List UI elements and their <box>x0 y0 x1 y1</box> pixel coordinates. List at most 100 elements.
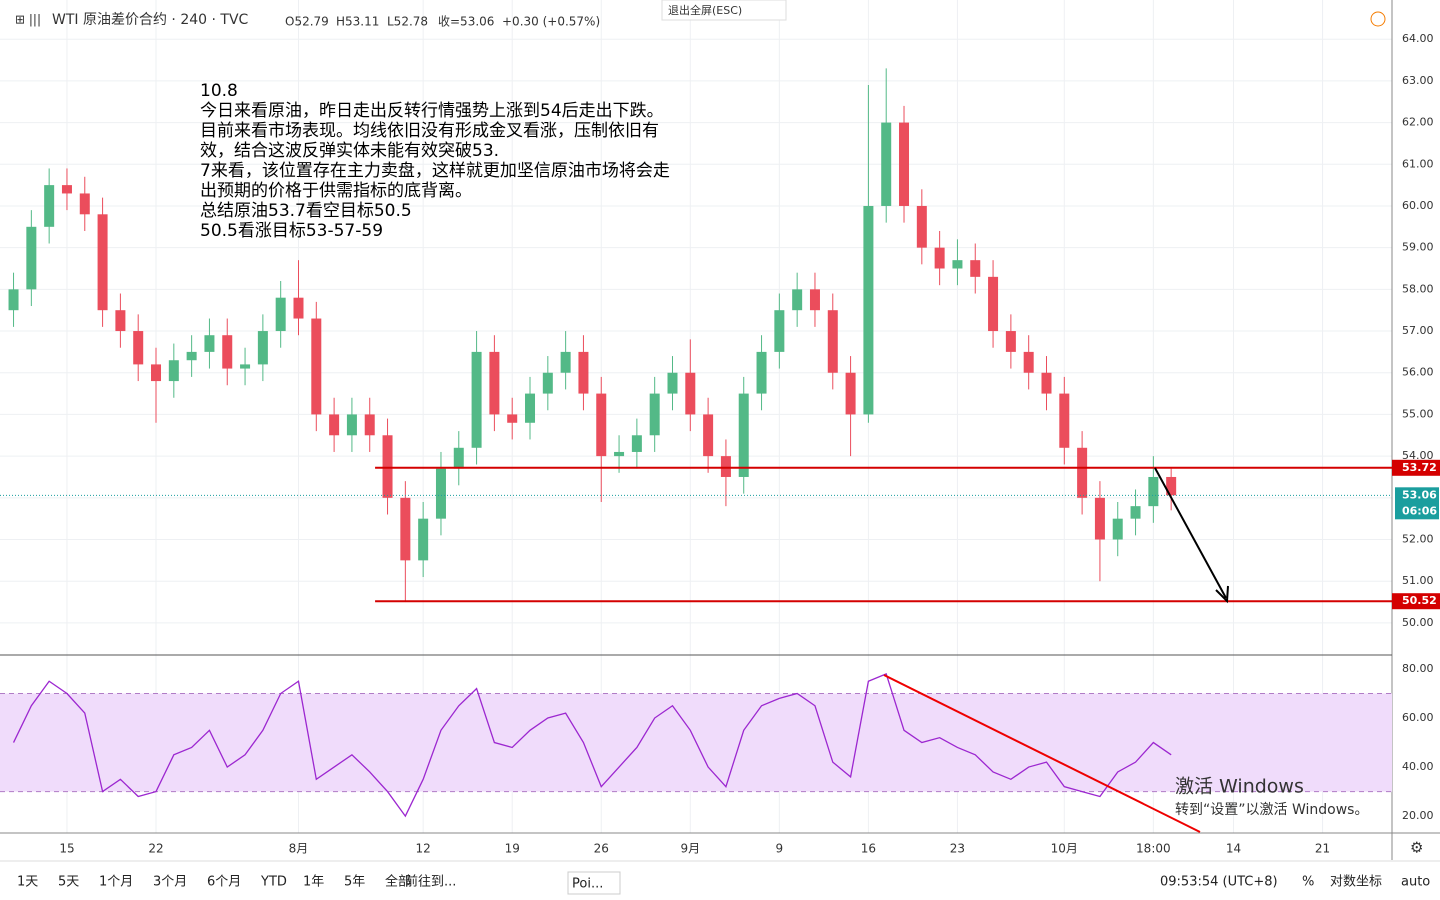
candle-body <box>8 289 19 311</box>
range-button[interactable]: 全部 <box>385 874 411 890</box>
range-button[interactable]: 1天 <box>17 875 38 890</box>
candle-body <box>578 351 589 394</box>
clock: 09:53:54 (UTC+8) <box>1160 875 1278 890</box>
y-tick-label: 57.00 <box>1402 324 1434 337</box>
goto[interactable]: 前往到... <box>405 874 456 890</box>
x-tick-label: 15 <box>59 842 74 856</box>
candle-body <box>382 435 393 498</box>
candle-body <box>809 289 820 311</box>
x-tick-label: 19 <box>505 842 520 856</box>
candle-body <box>61 185 72 194</box>
candle-body <box>400 497 411 561</box>
candle-body <box>596 393 607 457</box>
candle-body <box>115 310 126 332</box>
candle-body <box>364 414 375 436</box>
ohlc-close: 收=53.06 <box>438 15 494 29</box>
candle-body <box>1112 518 1123 540</box>
x-tick-label: 12 <box>416 842 431 856</box>
search[interactable]: Poi... <box>572 877 603 892</box>
x-tick-label: 21 <box>1315 842 1330 856</box>
candle-body <box>988 276 999 332</box>
watermark-title: 激活 Windows <box>1175 776 1304 798</box>
candle-body <box>1148 476 1159 507</box>
y-tick-label: 62.00 <box>1402 116 1434 129</box>
range-button[interactable]: YTD <box>260 875 287 890</box>
candle-body <box>222 335 233 369</box>
search-box[interactable] <box>567 871 621 895</box>
candle-body <box>1130 506 1141 519</box>
candle-body <box>26 226 37 290</box>
candle-body <box>489 351 500 415</box>
ohlc-low: L52.78 <box>387 15 428 29</box>
candle-body <box>863 205 874 415</box>
y-tick-label: 80.00 <box>1402 662 1434 675</box>
range-button[interactable]: 3个月 <box>153 875 187 890</box>
x-tick-label: 9月 <box>680 842 700 856</box>
candle-body <box>970 260 981 277</box>
y-tick-label: 61.00 <box>1402 157 1434 170</box>
candle-body <box>1005 331 1016 352</box>
y-tick-label: 63.00 <box>1402 74 1434 87</box>
settings-icon[interactable]: ⚙ <box>1410 839 1423 857</box>
candle-body <box>44 185 55 227</box>
symbol[interactable]: WTI 原油差价合约 · 240 · TVC <box>52 12 249 28</box>
ohlc-high: H53.11 <box>336 15 379 29</box>
annotation-line: 目前来看市场表现。均线依旧没有形成金叉看涨，压制依旧有 <box>200 121 659 141</box>
candle-body <box>240 364 251 369</box>
candle-body <box>204 335 215 352</box>
candle-body <box>435 468 446 519</box>
candle-body <box>79 193 90 215</box>
candle-body <box>881 122 892 206</box>
range-button[interactable]: 5年 <box>344 875 365 890</box>
level-tag <box>1392 593 1440 610</box>
annotation-line: 总结原油53.7看空目标50.5 <box>200 201 412 221</box>
watermark-subtitle: 转到“设置”以激活 Windows。 <box>1175 801 1368 818</box>
log-scale[interactable]: 对数坐标 <box>1330 875 1382 890</box>
y-tick-label: 51.00 <box>1402 574 1434 587</box>
annotation: 10.8今日来看原油，昨日走出反转行情强势上涨到54后走出下跌。目前来看市场表现… <box>200 81 670 241</box>
annotation-line: 今日来看原油，昨日走出反转行情强势上涨到54后走出下跌。 <box>200 101 664 121</box>
exit-fullscreen[interactable]: 退出全屏(ESC) <box>668 3 742 17</box>
candle-body <box>1094 497 1105 540</box>
candle-body <box>186 351 197 361</box>
last-price-label: 53.06 <box>1402 488 1437 501</box>
auto-scale[interactable]: auto <box>1401 875 1430 890</box>
x-tick-label: 26 <box>594 842 609 856</box>
candle-body <box>560 351 571 373</box>
percent[interactable]: % <box>1302 875 1314 890</box>
range-button[interactable]: 5天 <box>58 875 79 890</box>
candle-body <box>845 372 856 415</box>
y-tick-label: 40.00 <box>1402 760 1434 773</box>
y-tick-label: 56.00 <box>1402 366 1434 379</box>
candle-body <box>1041 372 1052 394</box>
annotation-line: 10.8 <box>200 81 238 101</box>
x-tick-label: 16 <box>861 842 876 856</box>
annotation-line: 出预期的价格于供需指标的底背离。 <box>200 181 472 201</box>
candle-body <box>293 297 304 319</box>
candle-body <box>525 393 536 423</box>
y-tick-label: 20.00 <box>1402 809 1434 822</box>
candle-body <box>168 360 179 382</box>
candle-body <box>471 351 482 448</box>
range-button[interactable]: 1个月 <box>99 875 133 890</box>
rsi-line <box>12 673 1172 818</box>
candle-body <box>756 351 767 394</box>
candle-body <box>418 518 429 561</box>
candle-body <box>720 456 731 477</box>
candle-body <box>329 414 340 436</box>
annotation-line: 效，结合这波反弹实体未能有效突破53. <box>200 141 499 161</box>
range-button[interactable]: 6个月 <box>207 875 241 890</box>
alert-icon[interactable] <box>1370 11 1386 27</box>
exit-button[interactable] <box>661 0 787 21</box>
menu-icon[interactable]: ⊞ ||| <box>15 13 41 27</box>
range-button[interactable]: 1年 <box>303 875 324 890</box>
candle-body <box>133 331 144 365</box>
toolbar: 1天 5天 1个月 3个月 6个月 YTD 1年 5年 全部 <box>17 874 411 890</box>
y-tick-label: 59.00 <box>1402 241 1434 254</box>
x-tick-label: 22 <box>148 842 163 856</box>
annotation-line: 7来看，该位置存在主力卖盘，这样就更加坚信原油市场将会走 <box>200 161 670 181</box>
candle-body <box>97 214 108 311</box>
candle-body <box>1059 393 1070 448</box>
candle-body <box>916 205 927 248</box>
x-tick-label: 18:00 <box>1136 842 1171 856</box>
